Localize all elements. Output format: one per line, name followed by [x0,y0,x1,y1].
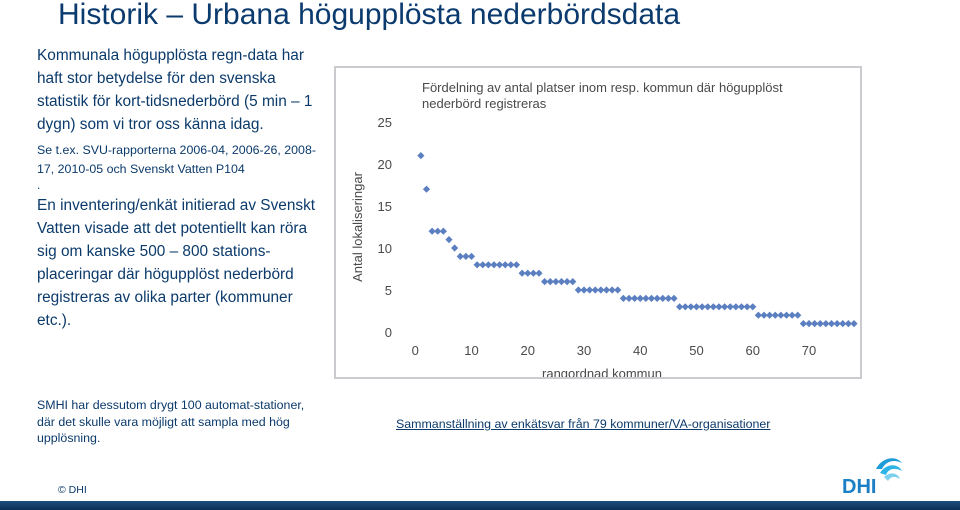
data-point [771,311,779,319]
data-point [726,303,734,311]
data-point [715,303,723,311]
data-point [496,261,504,269]
data-point [709,303,717,311]
data-point [456,252,464,260]
y-tick-label: 10 [378,241,392,256]
data-point [692,303,701,311]
data-point [574,286,582,294]
data-point [569,278,577,286]
left-text-column: Kommunala högupplösta regn-data har haft… [37,44,327,332]
y-tick-label: 15 [378,199,392,214]
data-point [811,320,819,328]
data-point [737,303,746,311]
data-point [434,227,442,235]
data-point [467,252,476,260]
data-point [822,320,830,328]
data-point [422,185,431,193]
data-point [805,320,813,328]
data-point [490,261,498,269]
x-tick-label: 40 [633,343,647,358]
data-point [535,269,543,277]
data-point [602,286,611,294]
data-point [462,252,470,260]
dhi-logo: DHI [836,455,906,498]
data-point [591,286,599,294]
slide-title: Historik – Urbana högupplösta nederbörds… [58,0,681,31]
data-point [597,286,605,294]
x-tick-label: 60 [746,343,760,358]
footer-bar [0,501,960,510]
data-point [608,286,616,294]
data-point [799,320,807,328]
chart-title-line-2: nederbörd registreras [422,96,547,111]
inventory-paragraph: En inventering/enkät initierad av Svensk… [37,197,316,329]
data-point [507,261,515,269]
y-tick-label: 5 [385,283,392,298]
data-point [766,311,774,319]
data-point [676,303,684,311]
data-point [788,311,796,319]
data-point [760,311,768,319]
x-tick-label: 0 [412,343,419,358]
data-point [580,286,588,294]
data-point [749,303,757,311]
chart-frame: Fördelning av antal platser inom resp. k… [334,66,862,379]
chart-caption: Sammanställning av enkätsvar från 79 kom… [396,417,771,431]
data-point [687,303,695,311]
smhi-note: SMHI har dessutom drygt 100 automat-stat… [37,398,305,445]
reference-dot: . [37,178,41,192]
data-point [698,303,706,311]
y-axis-label: Antal lokaliseringar [350,171,365,282]
x-tick-label: 50 [689,343,703,358]
data-point [681,303,689,311]
data-point [614,286,622,294]
data-point [670,294,678,302]
data-point [417,152,425,160]
x-tick-label: 30 [577,343,591,358]
x-axis-label: rangordnad kommun [542,366,662,377]
data-point [473,261,481,269]
data-point [479,261,487,269]
data-point [512,261,521,269]
data-point [721,303,729,311]
data-point [586,286,594,294]
data-point [816,320,824,328]
data-point [484,261,492,269]
data-point [428,227,436,235]
data-point [524,269,532,277]
copyright-text: © DHI [58,484,87,496]
chart-title-line-1: Fördelning av antal platser inom resp. k… [422,80,783,95]
x-tick-label: 10 [464,343,478,358]
data-point [451,244,459,252]
data-point [732,303,740,311]
data-point [704,303,712,311]
logo-text: DHI [842,476,876,497]
wave-icon: DHI [842,458,902,498]
y-tick-label: 25 [378,115,392,130]
data-point [782,311,791,319]
y-tick-label: 20 [378,157,392,172]
data-point [839,320,847,328]
data-point [518,269,526,277]
data-point [743,303,751,311]
data-point [439,227,447,235]
data-point [833,320,841,328]
data-point [794,311,802,319]
intro-paragraph: Kommunala högupplösta regn-data har haft… [37,47,313,133]
x-tick-label: 20 [521,343,535,358]
data-point [529,269,537,277]
x-tick-label: 70 [802,343,816,358]
data-point [827,320,836,328]
reference-note: Se t.ex. SVU-rapporterna 2006-04, 2006-2… [37,143,316,176]
data-point [754,311,762,319]
data-point [777,311,785,319]
data-point [445,236,453,244]
data-point [501,261,509,269]
data-point [850,320,858,328]
scatter-chart: Fördelning av antal platser inom resp. k… [350,80,858,377]
y-tick-label: 0 [385,325,392,340]
